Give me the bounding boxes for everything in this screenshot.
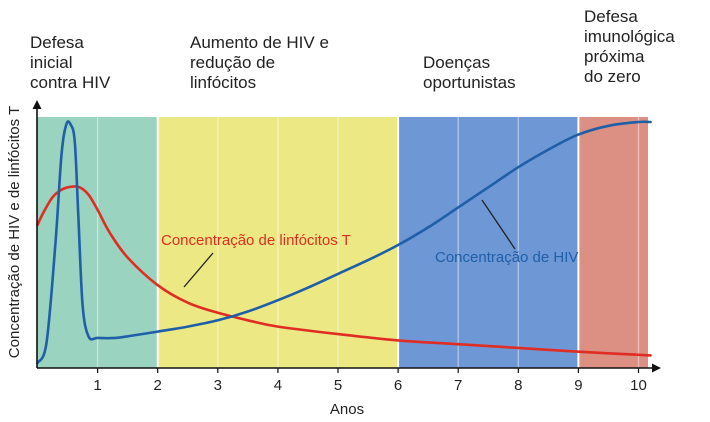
phase-band-3 xyxy=(398,117,579,368)
phase-label-line: Defesa xyxy=(30,33,84,52)
x-tick-label: 3 xyxy=(214,377,222,394)
x-tick-label: 1 xyxy=(93,377,101,394)
x-tick-label: 4 xyxy=(274,377,282,394)
phase-band-1 xyxy=(37,117,158,368)
annotation-hiv: Concentração de HIV xyxy=(435,249,578,266)
x-tick-label: 9 xyxy=(574,377,582,394)
axes xyxy=(32,100,661,373)
phase-label-line: do zero xyxy=(584,67,641,86)
annotations: Concentração de linfócitos T Concentração… xyxy=(161,199,578,288)
phase-label-line: contra HIV xyxy=(30,73,111,92)
phase-label-line: inicial xyxy=(30,53,73,72)
annotation-leader-line xyxy=(481,199,516,250)
x-tick-label: 10 xyxy=(630,377,647,394)
phase-label-line: imunológica xyxy=(584,27,675,46)
phase-label-line: redução de xyxy=(190,53,275,72)
x-axis-arrow xyxy=(652,363,661,373)
phase-label-line: próxima xyxy=(584,47,645,66)
x-ticks: 1 2 3 4 5 6 7 8 9 10 xyxy=(93,368,647,394)
x-tick-label: 2 xyxy=(154,377,162,394)
series-lines xyxy=(36,120,652,365)
x-tick-label: 7 xyxy=(454,377,462,394)
annotation-linfocitos-t: Concentração de linfócitos T xyxy=(161,232,351,249)
x-axis-title: Anos xyxy=(330,401,364,418)
phase-label-line: linfócitos xyxy=(190,73,256,92)
x-tick-label: 6 xyxy=(394,377,402,394)
phase-label-line: oportunistas xyxy=(423,73,516,92)
phase-label-1: Defesa inicial contra HIV xyxy=(30,33,111,92)
x-tick-label: 5 xyxy=(334,377,342,394)
phase-label-3: Doenças oportunistas xyxy=(423,53,516,92)
gridlines xyxy=(96,117,640,368)
annotation-leader-line xyxy=(183,252,214,288)
y-axis-arrow xyxy=(32,100,42,109)
x-tick-label: 8 xyxy=(514,377,522,394)
series-linfocitos-t-line xyxy=(36,185,652,357)
phase-label-line: Aumento de HIV e xyxy=(190,33,329,52)
phase-label-line: Doenças xyxy=(423,53,490,72)
series-hiv-line xyxy=(36,120,652,365)
phase-band-4 xyxy=(578,117,648,368)
y-axis-title: Concentração de HIV e de linfócitos T xyxy=(6,106,23,358)
phase-label-4: Defesa imunológica próxima do zero xyxy=(584,7,675,86)
phase-label-2: Aumento de HIV e redução de linfócitos xyxy=(190,33,329,92)
phase-bands xyxy=(37,117,648,368)
phase-label-line: Defesa xyxy=(584,7,638,26)
